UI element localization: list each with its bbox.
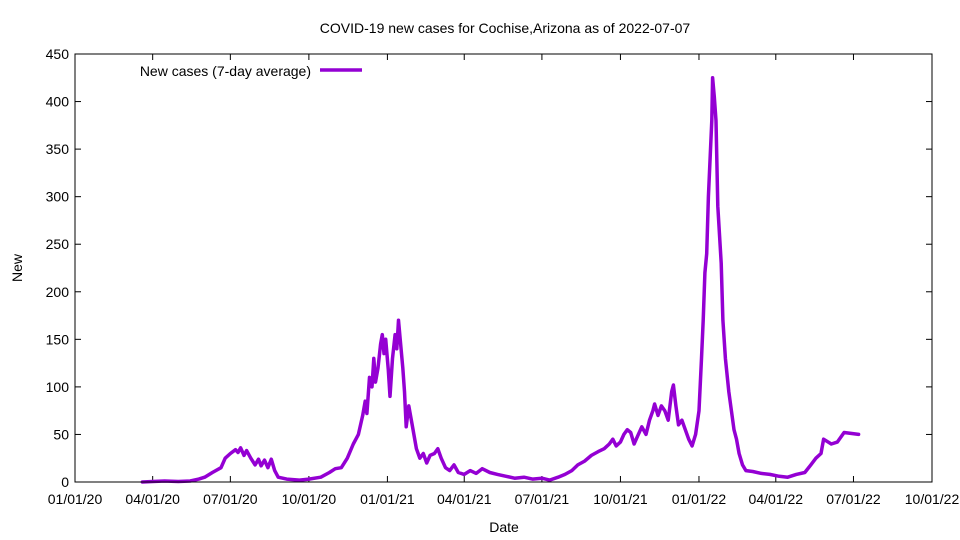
legend: New cases (7-day average)	[140, 63, 362, 79]
y-tick-label: 150	[46, 331, 70, 347]
legend-label: New cases (7-day average)	[140, 63, 311, 79]
x-tick-label: 10/01/21	[593, 491, 648, 507]
y-tick-label: 100	[46, 379, 70, 395]
x-axis-label: Date	[489, 519, 519, 535]
series-line-new-cases	[140, 76, 861, 484]
x-tick-label: 04/01/22	[749, 491, 804, 507]
x-tick-label: 07/01/21	[515, 491, 570, 507]
x-tick-label: 04/01/20	[125, 491, 180, 507]
x-tick-label: 07/01/20	[203, 491, 258, 507]
x-tick-label: 10/01/20	[282, 491, 337, 507]
y-tick-label: 200	[46, 284, 70, 300]
y-tick-label: 450	[46, 46, 70, 62]
y-tick-label: 400	[46, 94, 70, 110]
y-axis-label: New	[9, 253, 25, 282]
x-tick-label: 01/01/20	[48, 491, 103, 507]
y-tick-label: 300	[46, 189, 70, 205]
y-tick-label: 250	[46, 236, 70, 252]
x-tick-label: 07/01/22	[826, 491, 881, 507]
y-axis: 0 50 100 150 200 250 300 350 400 450	[46, 46, 932, 490]
x-tick-label: 01/01/22	[672, 491, 727, 507]
plot-border	[74, 53, 933, 483]
x-tick-label: 04/01/21	[437, 491, 492, 507]
x-axis: 01/01/20 04/01/20 07/01/20 10/01/20 01/01/21…	[48, 54, 960, 507]
x-tick-label: 01/01/21	[360, 491, 415, 507]
y-tick-label: 50	[53, 426, 69, 442]
y-tick-label: 350	[46, 141, 70, 157]
x-tick-label: 10/01/22	[905, 491, 960, 507]
chart-title: COVID-19 new cases for Cochise,Arizona a…	[320, 20, 691, 36]
y-tick-label: 0	[61, 474, 69, 490]
